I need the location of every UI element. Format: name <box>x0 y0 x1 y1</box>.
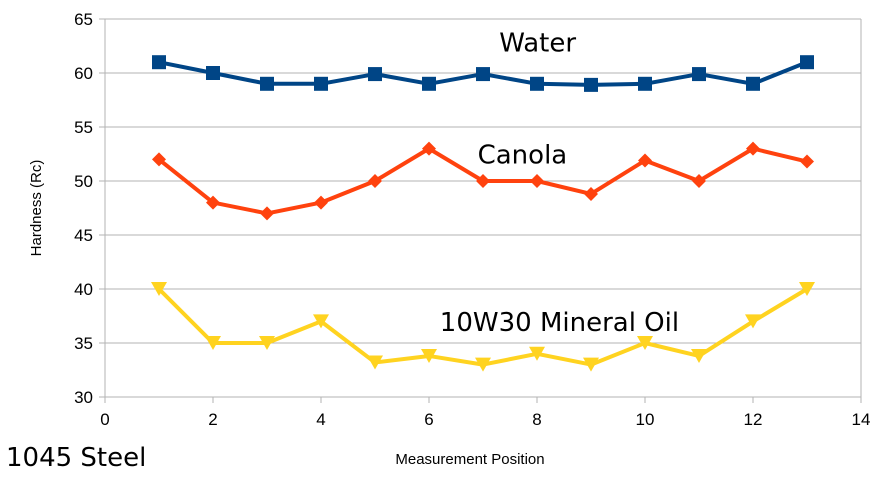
x-tick-label: 8 <box>532 410 541 429</box>
series-group <box>151 55 815 372</box>
y-tick-label: 30 <box>74 388 93 407</box>
data-point <box>314 76 328 91</box>
data-point <box>800 154 814 169</box>
x-tick-label: 2 <box>208 410 217 429</box>
x-axis-title: Measurement Position <box>395 451 544 468</box>
data-point <box>746 76 760 91</box>
data-point <box>746 141 760 156</box>
data-point <box>530 174 544 188</box>
data-point <box>151 282 167 296</box>
x-tick-label: 4 <box>316 410 325 429</box>
data-point <box>152 152 166 167</box>
series-water <box>152 55 814 92</box>
data-point <box>530 76 544 91</box>
data-point <box>313 314 329 329</box>
series-label-canola: Canola <box>478 141 568 171</box>
data-point <box>421 348 437 363</box>
data-point <box>260 206 274 221</box>
chart-caption: 1045 Steel <box>6 443 147 473</box>
x-tick-label: 0 <box>100 410 109 429</box>
data-point <box>584 77 598 92</box>
data-point <box>368 174 382 188</box>
y-tick-label: 35 <box>74 334 93 353</box>
data-point <box>260 76 274 91</box>
x-tick-label: 14 <box>852 410 871 429</box>
data-point <box>692 67 706 82</box>
data-point <box>638 76 652 91</box>
series-labels: Water Canola 10W30 Mineral Oil <box>440 28 679 338</box>
y-tick-label: 60 <box>74 64 93 83</box>
y-tick-label: 40 <box>74 280 93 299</box>
y-tick-label: 55 <box>74 118 93 137</box>
data-point <box>745 314 761 329</box>
data-point <box>476 67 490 82</box>
data-point <box>475 357 491 372</box>
data-point <box>368 67 382 82</box>
data-point <box>692 174 706 188</box>
data-point <box>691 348 707 363</box>
series-label-water: Water <box>499 28 576 58</box>
y-tick-label: 65 <box>74 10 93 29</box>
data-point <box>529 346 545 361</box>
data-point <box>152 55 166 70</box>
y-tick-label: 45 <box>74 226 93 245</box>
data-point <box>206 195 220 210</box>
x-tick-label: 6 <box>424 410 433 429</box>
data-point <box>800 55 814 70</box>
data-point <box>259 336 275 350</box>
data-point <box>638 153 652 168</box>
series-canola <box>152 141 814 221</box>
x-tick-label: 10 <box>636 410 655 429</box>
x-tick-label: 12 <box>744 410 763 429</box>
data-point <box>206 66 220 80</box>
data-point <box>584 186 598 201</box>
data-point <box>205 336 221 350</box>
data-point <box>422 76 436 91</box>
data-point <box>422 141 436 156</box>
data-point <box>583 357 599 372</box>
series-10w30-mineral-oil <box>151 282 815 372</box>
series-label-10w30-mineral-oil: 10W30 Mineral Oil <box>440 308 679 338</box>
data-point <box>799 282 815 296</box>
y-axis-title: Hardness (Rc) <box>28 160 45 257</box>
data-point <box>367 355 383 370</box>
data-point <box>476 174 490 188</box>
data-point <box>637 336 653 350</box>
y-tick-label: 50 <box>74 172 93 191</box>
data-point <box>314 195 328 210</box>
axes: 30 35 40 45 50 55 60 65 0 2 4 6 8 10 12 14 <box>74 10 870 429</box>
